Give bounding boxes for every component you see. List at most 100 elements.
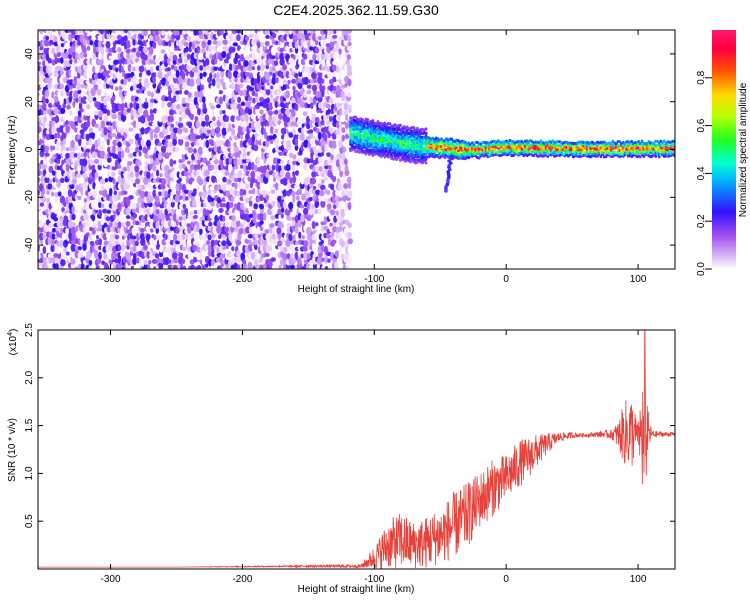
heatmap-cell — [347, 30, 352, 34]
heatmap-cell — [40, 73, 45, 80]
heatmap-cell — [267, 190, 271, 197]
heatmap-cell — [77, 152, 81, 161]
heatmap-cell — [248, 227, 253, 234]
heatmap-cell — [237, 30, 241, 34]
heatmap-cell — [146, 251, 151, 259]
heatmap-cell — [179, 263, 184, 269]
heatmap-cell — [186, 238, 192, 247]
heatmap-cell — [148, 47, 154, 55]
heatmap-cell — [132, 177, 136, 184]
heatmap-cell — [117, 175, 122, 184]
heatmap-cell — [248, 153, 255, 159]
heatmap-cell — [235, 115, 242, 121]
heatmap-cell — [196, 45, 201, 54]
heatmap-cell — [144, 121, 150, 127]
heatmap-cell — [251, 90, 256, 97]
heatmap-cell — [80, 262, 85, 269]
heatmap-cell — [206, 129, 212, 134]
heatmap-cell — [159, 244, 164, 253]
heatmap-cell — [169, 115, 174, 123]
heatmap-cell — [201, 120, 206, 127]
heatmap-cell — [251, 197, 257, 202]
heatmap-cell — [128, 195, 134, 200]
heatmap-cell — [117, 150, 122, 159]
heatmap-cell — [222, 183, 227, 192]
heatmap-cell — [97, 164, 102, 171]
heatmap-cell — [203, 82, 209, 90]
heatmap-cell — [91, 144, 96, 152]
heatmap-cell — [216, 71, 220, 81]
heatmap-cell — [248, 206, 254, 214]
heatmap-cell — [209, 140, 215, 147]
heatmap-cell — [278, 151, 283, 156]
heatmap-cell — [264, 71, 271, 81]
heatmap-cell — [305, 222, 311, 227]
heatmap-cell — [328, 116, 334, 122]
heatmap-cell — [342, 265, 347, 269]
heatmap-cell — [82, 158, 88, 167]
heatmap-cell — [294, 103, 299, 112]
heatmap-cell — [277, 126, 283, 135]
heatmap-cell — [247, 161, 252, 171]
heatmap-cell — [266, 220, 270, 226]
heatmap-cell — [267, 159, 273, 166]
heatmap-cell — [60, 107, 66, 115]
heatmap-cell — [47, 57, 52, 64]
heatmap-cell — [239, 90, 244, 97]
heatmap-cell — [166, 134, 172, 139]
heatmap-cell — [156, 108, 161, 118]
heatmap-cell — [195, 135, 201, 140]
heatmap-cell — [135, 178, 141, 185]
heatmap-cell — [142, 46, 149, 54]
heatmap-cell — [49, 120, 53, 129]
heatmap-cell — [45, 98, 49, 104]
heatmap-cell — [38, 189, 41, 196]
heatmap-cell — [175, 94, 180, 102]
heatmap-cell — [328, 97, 334, 104]
heatmap-cell — [117, 202, 122, 210]
heatmap-cell — [111, 34, 117, 43]
heatmap-cell — [47, 77, 53, 85]
heatmap-cell — [231, 233, 236, 242]
heatmap-cell — [89, 39, 94, 46]
heatmap-cell — [98, 251, 102, 260]
heatmap-cell — [74, 103, 80, 111]
heatmap-cell — [208, 221, 213, 227]
heatmap-cell — [218, 96, 223, 105]
heatmap-cell — [343, 158, 348, 166]
heatmap-cell — [227, 126, 233, 132]
heatmap-cell — [216, 47, 223, 53]
heatmap-cell — [236, 202, 242, 211]
heatmap-cell — [242, 158, 248, 164]
heatmap-cell — [51, 170, 56, 176]
heatmap-cell — [89, 159, 94, 167]
heatmap-cell — [132, 47, 137, 53]
heatmap-cell — [150, 55, 155, 60]
heatmap-cell — [38, 52, 42, 60]
heatmap-cell — [100, 184, 105, 192]
heatmap-cell — [125, 220, 131, 227]
heatmap-cell — [152, 108, 158, 114]
heatmap-cell — [214, 30, 218, 33]
heatmap-cell — [326, 65, 331, 72]
heatmap-cell — [265, 64, 269, 70]
heatmap-cell — [42, 109, 47, 115]
heatmap-cell — [253, 33, 259, 41]
heatmap-cell — [166, 70, 172, 76]
heatmap-cell — [125, 40, 131, 49]
heatmap-cell — [144, 89, 148, 95]
heatmap-cell — [186, 164, 191, 171]
heatmap-cell — [62, 184, 67, 192]
heatmap-cell — [51, 117, 56, 122]
heatmap-cell — [57, 104, 62, 111]
heatmap-cell — [56, 140, 62, 149]
heatmap-cell — [192, 243, 198, 252]
heatmap-cell — [56, 51, 62, 58]
heatmap-cell — [181, 258, 186, 265]
heatmap-cell — [247, 96, 253, 102]
heatmap-cell — [340, 54, 346, 60]
heatmap-cell — [292, 175, 297, 184]
heatmap-cell — [297, 82, 303, 90]
heatmap-cell — [301, 193, 307, 201]
heatmap-cell — [268, 135, 274, 140]
